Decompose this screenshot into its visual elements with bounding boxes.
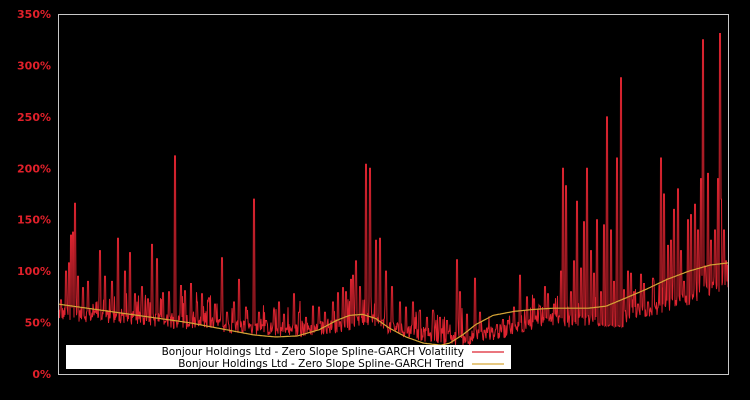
legend: Bonjour Holdings Ltd - Zero Slope Spline…: [66, 345, 511, 370]
trend-series: [57, 262, 729, 346]
y-tick-label: 150%: [17, 214, 51, 227]
y-tick-label: 0%: [32, 368, 51, 381]
y-tick-label: 250%: [17, 111, 51, 124]
y-tick-label: 200%: [17, 162, 51, 175]
y-tick-label: 350%: [17, 8, 51, 21]
y-tick-label: 50%: [25, 317, 51, 330]
y-tick-label: 100%: [17, 265, 51, 278]
legend-label-trend: Bonjour Holdings Ltd - Zero Slope Spline…: [178, 358, 464, 370]
legend-label-volatility: Bonjour Holdings Ltd - Zero Slope Spline…: [162, 346, 464, 358]
plot-frame: [58, 14, 729, 375]
legend-box: [66, 345, 511, 369]
y-axis: 0% 50% 100% 150% 200% 250% 300% 350%: [17, 8, 51, 381]
volatility-series: [57, 33, 729, 347]
y-tick-label: 300%: [17, 59, 51, 72]
plot-area: [57, 33, 729, 347]
